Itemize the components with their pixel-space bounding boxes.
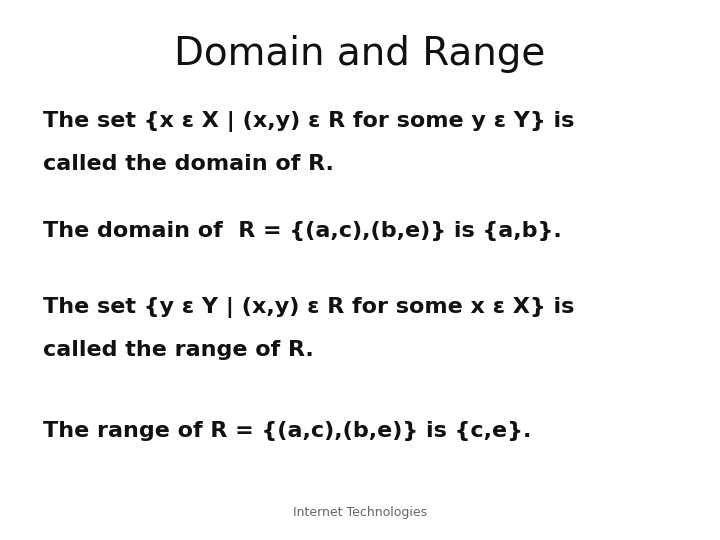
Text: Internet Technologies: Internet Technologies [293, 507, 427, 519]
Text: The set {y ε Y | (x,y) ε R for some x ε X} is: The set {y ε Y | (x,y) ε R for some x ε … [43, 297, 575, 318]
Text: The range of R = {(a,c),(b,e)} is {c,e}.: The range of R = {(a,c),(b,e)} is {c,e}. [43, 421, 531, 441]
Text: The domain of  R = {(a,c),(b,e)} is {a,b}.: The domain of R = {(a,c),(b,e)} is {a,b}… [43, 221, 562, 241]
Text: Domain and Range: Domain and Range [174, 35, 546, 73]
Text: The set {x ε X | (x,y) ε R for some y ε Y} is: The set {x ε X | (x,y) ε R for some y ε … [43, 111, 575, 132]
Text: called the domain of R.: called the domain of R. [43, 154, 334, 174]
Text: called the range of R.: called the range of R. [43, 340, 314, 360]
